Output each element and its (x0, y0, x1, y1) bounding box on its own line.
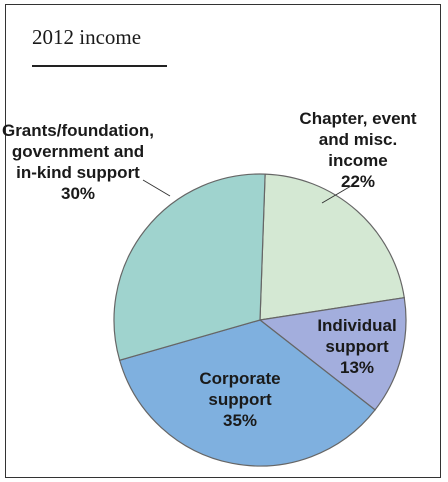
slice-label: Chapter, event and misc. income 22% (299, 109, 416, 191)
pie-slice (118, 319, 376, 467)
slice-label: Grants/foundation, government and in-kind … (2, 121, 154, 203)
pie-slice (258, 296, 407, 411)
slice-label: Corporate support 35% (199, 369, 280, 430)
pie-slice (113, 173, 266, 361)
pie-slice (259, 173, 405, 321)
title-underline (32, 65, 167, 67)
chart-title: 2012 income (32, 25, 142, 49)
label-leader-line (142, 179, 171, 197)
label-leader-line (321, 185, 352, 204)
slice-label: Individual support 13% (317, 316, 396, 377)
